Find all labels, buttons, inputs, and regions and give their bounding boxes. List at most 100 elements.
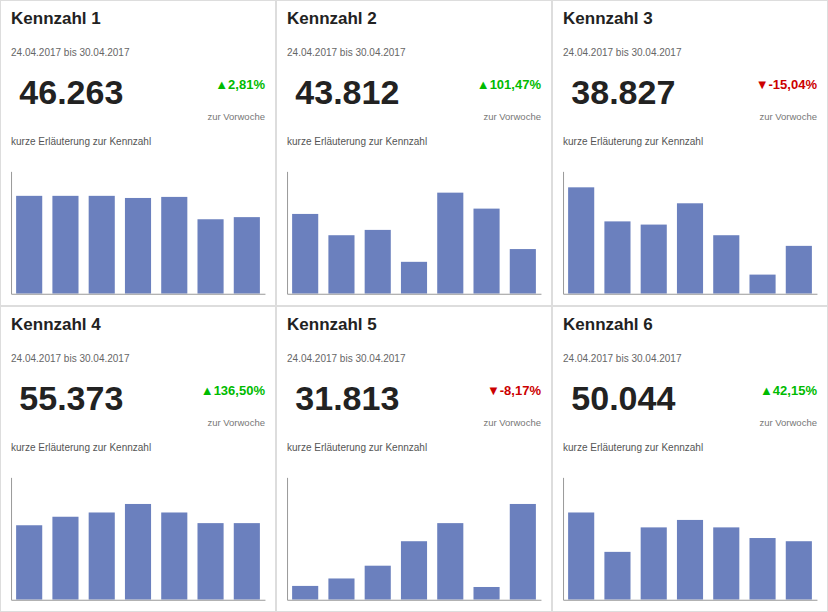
- x-axis: [288, 294, 542, 295]
- panel-border: [1, 307, 276, 612]
- panel: Kennzahl 124.04.2017 bis 30.04.201746.26…: [1, 1, 276, 306]
- x-axis: [12, 600, 266, 601]
- change-label: zur Vorwoche: [207, 417, 265, 428]
- main-value: 31.813: [295, 379, 399, 417]
- x-axis: [564, 294, 818, 295]
- plot: [12, 172, 266, 294]
- bar: [749, 538, 775, 600]
- panel-border: [277, 307, 552, 612]
- panel-title: Kennzahl 4: [11, 315, 101, 334]
- percent-change: ▲2,81%: [215, 77, 265, 92]
- bar: [568, 512, 594, 599]
- x-axis-line: [564, 600, 818, 601]
- bar: [234, 217, 260, 294]
- y-axis-line: [11, 478, 12, 600]
- bars: [16, 196, 260, 294]
- panel-title: Kennzahl 2: [287, 9, 377, 28]
- panel-title: Kennzahl 1: [11, 9, 101, 28]
- bar: [89, 196, 115, 294]
- bar: [510, 504, 536, 600]
- x-axis-line: [288, 600, 542, 601]
- y-axis: [11, 478, 12, 600]
- bar: [52, 517, 78, 600]
- bars: [292, 504, 536, 600]
- panel-border: [553, 1, 828, 306]
- main-value: 43.812: [295, 73, 399, 111]
- bar: [749, 275, 775, 294]
- bar: [437, 523, 463, 600]
- percent-change: ▲42,15%: [760, 383, 817, 398]
- y-axis: [563, 478, 564, 600]
- date-range: 24.04.2017 bis 30.04.2017: [287, 353, 406, 364]
- bar: [713, 235, 739, 294]
- panel: Kennzahl 2 24.04.2017 bis 30.04.2017 43.81…: [277, 1, 552, 306]
- description: kurze Erläuterung zur Kennzahl: [563, 442, 703, 453]
- change-label: zur Vorwoche: [207, 111, 265, 122]
- bar: [328, 235, 354, 294]
- bar: [365, 230, 391, 294]
- x-axis: [564, 600, 818, 601]
- bars: [568, 512, 812, 599]
- y-axis: [11, 172, 12, 294]
- y-axis: [287, 172, 288, 294]
- bar: [125, 198, 151, 294]
- bars: [292, 193, 536, 294]
- description: kurze Erläuterung zur Kennzahl: [11, 136, 151, 147]
- bar: [510, 249, 536, 294]
- bar: [292, 586, 318, 600]
- change-label: zur Vorwoche: [483, 417, 541, 428]
- bar: [365, 566, 391, 600]
- bar: [604, 552, 630, 600]
- y-axis-line: [563, 478, 564, 600]
- bar: [16, 196, 42, 294]
- panel-border: [277, 1, 552, 306]
- bar: [197, 219, 223, 294]
- bar: [401, 262, 427, 294]
- bar: [234, 523, 260, 600]
- x-axis-line: [12, 294, 266, 295]
- bar: [677, 520, 703, 600]
- x-axis-line: [12, 600, 266, 601]
- panel: Kennzahl 324.04.2017 bis 30.04.201738.82…: [553, 1, 828, 306]
- bars: [16, 504, 260, 600]
- bar: [401, 541, 427, 600]
- bar: [473, 587, 499, 600]
- bar: [89, 512, 115, 599]
- description: kurze Erläuterung zur Kennzahl: [563, 136, 703, 147]
- plot: [12, 478, 266, 600]
- bar: [328, 578, 354, 599]
- bar: [604, 221, 630, 293]
- bar: [125, 504, 151, 600]
- percent-change: ▲101,47%: [477, 77, 542, 92]
- change-label: zur Vorwoche: [483, 111, 541, 122]
- plot: [564, 478, 818, 600]
- percent-change: ▼-15,04%: [756, 77, 818, 92]
- bar: [786, 246, 812, 294]
- bar: [197, 523, 223, 600]
- main-value: 50.044: [571, 379, 675, 417]
- y-axis-line: [563, 172, 564, 294]
- date-range: 24.04.2017 bis 30.04.2017: [287, 47, 406, 58]
- panel: Kennzahl 424.04.2017 bis 30.04.201755.37…: [1, 307, 276, 612]
- panel-title: Kennzahl 3: [563, 9, 653, 28]
- panel-title: Kennzahl 5: [287, 315, 377, 334]
- plot: [288, 478, 542, 600]
- dashboard: Kennzahl 124.04.2017 bis 30.04.201746.26…: [0, 0, 828, 612]
- plot: [288, 172, 542, 294]
- main-value: 55.373: [19, 379, 123, 417]
- date-range: 24.04.2017 bis 30.04.2017: [11, 47, 130, 58]
- bar: [161, 512, 187, 599]
- panel-border: [1, 1, 276, 306]
- percent-change: ▲136,50%: [201, 383, 266, 398]
- bar: [473, 209, 499, 294]
- date-range: 24.04.2017 bis 30.04.2017: [563, 47, 682, 58]
- bar: [161, 197, 187, 294]
- bar: [641, 225, 667, 294]
- x-axis-line: [288, 294, 542, 295]
- date-range: 24.04.2017 bis 30.04.2017: [563, 353, 682, 364]
- bar: [437, 193, 463, 294]
- y-axis-line: [287, 478, 288, 600]
- y-axis-line: [11, 172, 12, 294]
- panel-title: Kennzahl 6: [563, 315, 653, 334]
- bars: [568, 187, 812, 293]
